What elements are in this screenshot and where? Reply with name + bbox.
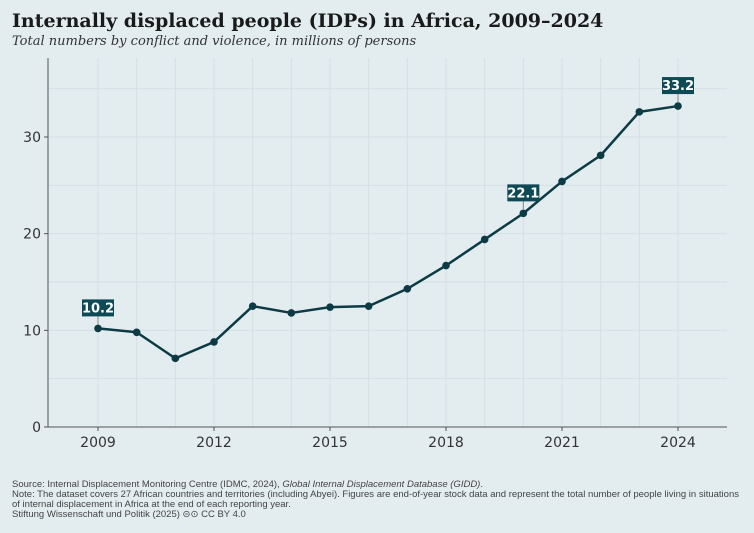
- data-point: [326, 303, 334, 311]
- data-point: [403, 284, 412, 293]
- x-tick-label: 2012: [196, 435, 232, 451]
- annotation-label-bg: [662, 77, 694, 95]
- note-text: Note: The dataset covers 27 African coun…: [12, 489, 739, 510]
- line-chart: 0 10 20 30 2009 2012 2015 2018 2021 2024 10.2 22.1 3…: [23, 58, 727, 451]
- data-point: [519, 209, 528, 218]
- annotation-label: 22.1: [507, 186, 539, 201]
- series-line: [97, 104, 679, 360]
- data-point: [210, 338, 218, 346]
- data-point: [596, 151, 605, 160]
- data-point: [94, 324, 102, 333]
- y-tick-label: 0: [32, 420, 41, 436]
- data-point: [558, 177, 566, 186]
- x-tick-label: 2009: [80, 435, 116, 451]
- source-line: Source: Internal Displacement Monitoring…: [12, 480, 483, 490]
- data-point: [674, 102, 682, 110]
- credit-text: Stiftung Wissenschaft und Politik (2025)…: [12, 509, 246, 520]
- data-point: [480, 235, 489, 244]
- data-point: [635, 108, 644, 116]
- data-point: [287, 309, 296, 317]
- annotation-label: 10.2: [82, 301, 114, 316]
- chart-title: Internally displaced people (IDPs) in Af…: [12, 10, 604, 32]
- annotation-label-bg: [82, 299, 114, 317]
- data-point: [132, 328, 141, 337]
- source-text: Source: Internal Displacement Monitoring…: [12, 479, 283, 490]
- y-tick-label: 10: [23, 323, 41, 339]
- annotation-label-bg: [507, 184, 540, 202]
- data-point: [442, 261, 450, 270]
- data-point: [364, 302, 373, 310]
- data-point: [248, 302, 257, 310]
- chart-subtitle: Total numbers by conflict and violence, …: [12, 34, 417, 49]
- source-suffix: .: [480, 479, 483, 490]
- y-tick-label: 30: [23, 130, 41, 146]
- source-title: Global Internal Displacement Database (G…: [282, 479, 481, 490]
- x-tick-label: 2024: [660, 435, 696, 451]
- annotation-label: 33.2: [662, 79, 694, 94]
- x-tick-label: 2021: [544, 435, 580, 451]
- x-tick-label: 2015: [312, 435, 348, 451]
- y-tick-label: 20: [23, 227, 41, 243]
- x-tick-label: 2018: [428, 435, 464, 451]
- data-point: [171, 354, 180, 363]
